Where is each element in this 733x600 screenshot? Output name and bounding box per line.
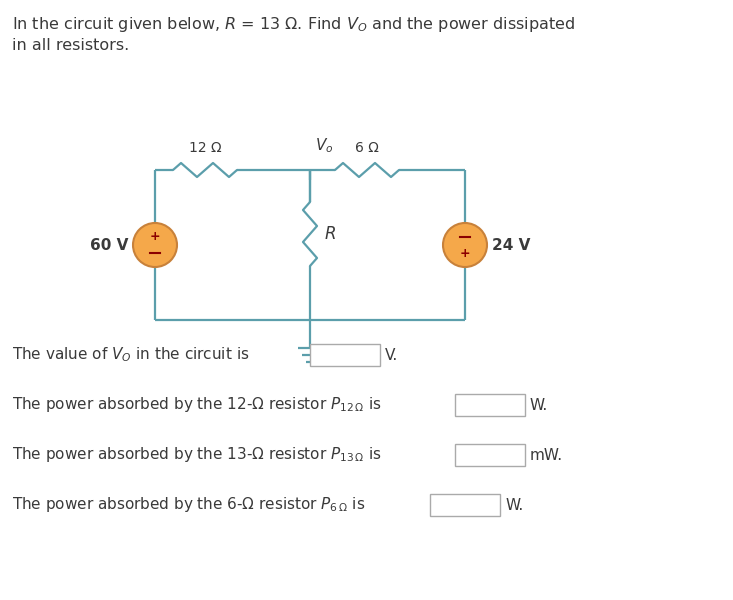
Text: 24 V: 24 V: [492, 238, 531, 253]
Text: W.: W.: [505, 497, 523, 512]
Text: $R$: $R$: [324, 225, 336, 243]
Text: in all resistors.: in all resistors.: [12, 38, 129, 53]
FancyBboxPatch shape: [430, 494, 500, 516]
FancyBboxPatch shape: [455, 394, 525, 416]
Text: The value of $V_O$ in the circuit is: The value of $V_O$ in the circuit is: [12, 346, 249, 364]
Text: 60 V: 60 V: [89, 238, 128, 253]
Text: 12 Ω: 12 Ω: [188, 141, 221, 155]
Text: 6 Ω: 6 Ω: [355, 141, 379, 155]
Text: $V_o$: $V_o$: [315, 136, 334, 155]
Text: mW.: mW.: [530, 448, 563, 463]
Text: V.: V.: [385, 347, 398, 362]
Text: W.: W.: [530, 397, 548, 413]
Text: The power absorbed by the 6-Ω resistor $P_{6\,\Omega}$ is: The power absorbed by the 6-Ω resistor $…: [12, 496, 365, 514]
Text: +: +: [460, 247, 471, 260]
Text: The power absorbed by the 13-Ω resistor $P_{13\,\Omega}$ is: The power absorbed by the 13-Ω resistor …: [12, 445, 382, 464]
FancyBboxPatch shape: [310, 344, 380, 366]
Text: The power absorbed by the 12-Ω resistor $P_{12\,\Omega}$ is: The power absorbed by the 12-Ω resistor …: [12, 395, 382, 415]
FancyBboxPatch shape: [455, 444, 525, 466]
Circle shape: [443, 223, 487, 267]
Text: In the circuit given below, $R$ = 13 Ω. Find $V_O$ and the power dissipated: In the circuit given below, $R$ = 13 Ω. …: [12, 15, 575, 34]
Text: +: +: [150, 230, 161, 243]
Circle shape: [133, 223, 177, 267]
